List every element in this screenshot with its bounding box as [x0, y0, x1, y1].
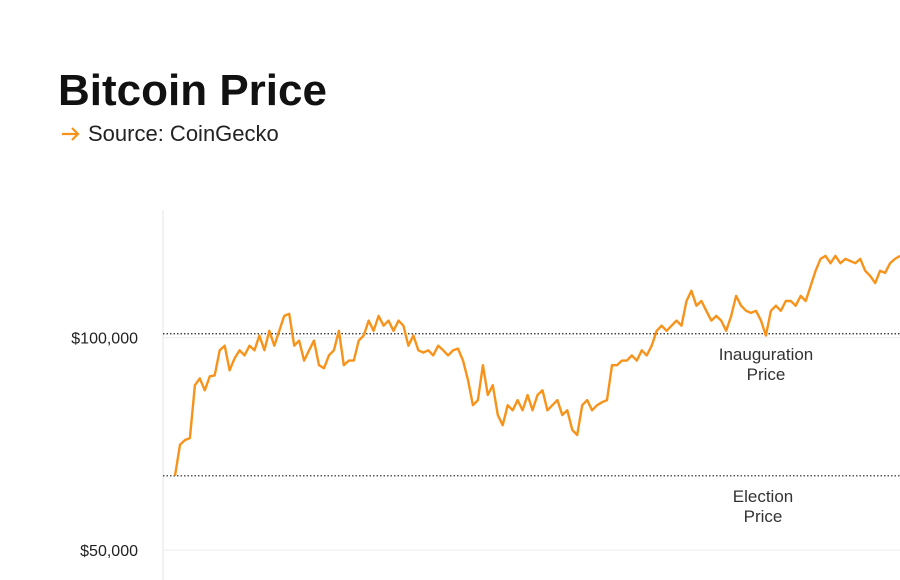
reference-label: Election Price	[732, 487, 794, 526]
chart-title: Bitcoin Price	[58, 66, 327, 115]
chart-subtitle: Source: CoinGecko	[88, 121, 279, 146]
y-tick-label: $100,000	[71, 331, 138, 348]
arrow-icon	[62, 127, 80, 141]
reference-label: Inauguration Price	[718, 345, 814, 384]
price-line	[173, 254, 900, 476]
y-tick-label: $50,000	[80, 543, 138, 560]
